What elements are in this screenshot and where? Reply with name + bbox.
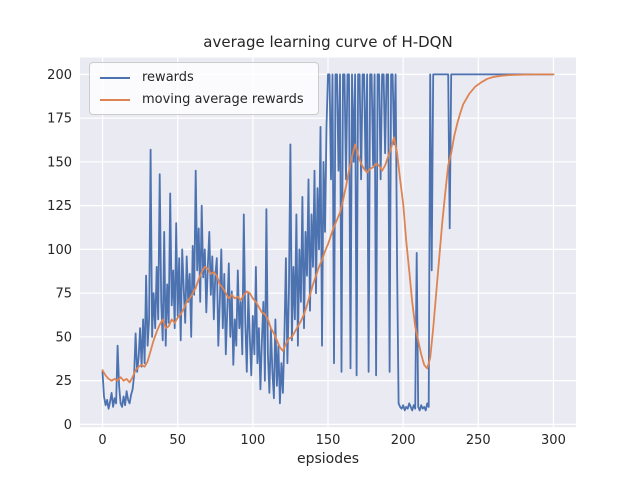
x-tick-label-150: 150 [316,433,341,448]
legend-label-moving-average: moving average rewards [142,92,304,107]
x-tick-label-0: 0 [98,433,106,448]
rewards-line-swatch [100,76,130,79]
x-tick-label-200: 200 [391,433,416,448]
y-tick-label-50: 50 [55,330,72,345]
y-tick-label-0: 0 [64,418,72,433]
legend-item-moving-average: moving average rewards [100,92,304,107]
x-tick-label-100: 100 [240,433,265,448]
x-axis-label: epsiodes [296,451,360,467]
y-tick-label-75: 75 [55,287,72,302]
y-tick-label-125: 125 [47,199,72,214]
legend-item-rewards: rewards [100,70,304,85]
y-tick-label-150: 150 [47,155,72,170]
x-tick-label-50: 50 [169,433,186,448]
chart-title: average learning curve of H-DQN [203,33,453,51]
legend: rewards moving average rewards [89,62,319,115]
x-tick-label-250: 250 [466,433,491,448]
y-tick-label-200: 200 [47,68,72,83]
x-tick-label-300: 300 [541,433,566,448]
series-line-rewards [101,73,555,412]
y-tick-label-25: 25 [55,374,72,389]
series-line-moving-average-rewards [101,73,555,384]
moving-average-line-swatch [100,98,130,101]
y-tick-label-175: 175 [47,112,72,127]
legend-label-rewards: rewards [142,70,194,85]
y-tick-label-100: 100 [47,243,72,258]
